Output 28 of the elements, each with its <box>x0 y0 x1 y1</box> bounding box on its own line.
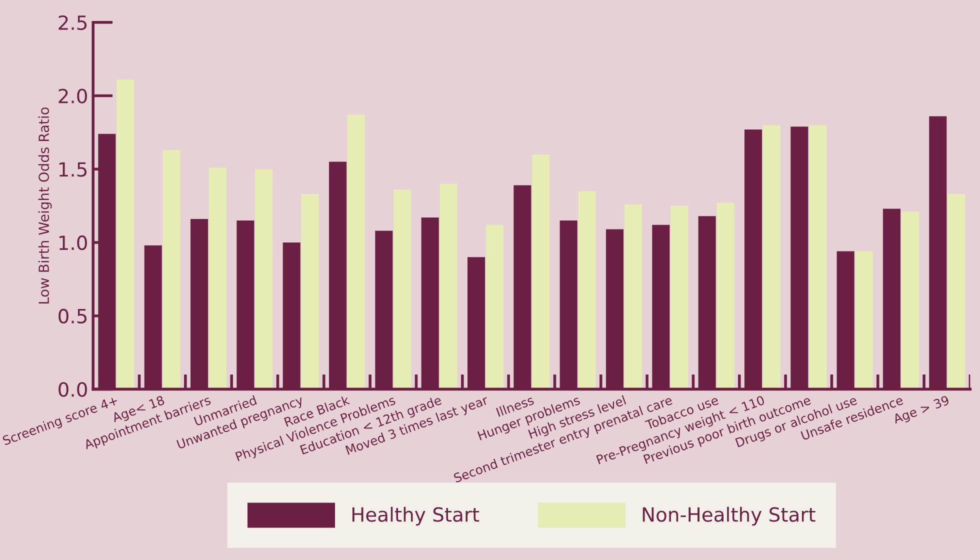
bar <box>532 154 550 390</box>
bar <box>116 80 134 390</box>
bar <box>347 114 365 390</box>
y-tick-label: 1.5 <box>59 162 87 177</box>
bar <box>208 168 227 390</box>
y-tick-label: 2.5 <box>58 15 87 30</box>
bar <box>948 194 966 390</box>
bar <box>624 204 642 390</box>
bar <box>901 212 919 390</box>
y-tick-label: 0.5 <box>58 308 87 324</box>
bar <box>301 194 319 390</box>
bar <box>762 125 780 390</box>
bar <box>162 150 180 390</box>
bar <box>670 206 688 390</box>
bar <box>855 251 873 390</box>
bar <box>809 125 827 390</box>
y-tick-label: 0.0 <box>58 382 87 397</box>
legend-label: Healthy Start <box>352 506 480 526</box>
y-axis-title: Low Birth Weight Odds Ratio <box>38 107 52 304</box>
bar <box>394 190 412 390</box>
bar <box>440 184 458 390</box>
y-tick-label: 1.0 <box>59 235 87 250</box>
legend-label: Non-Healthy Start <box>642 506 816 526</box>
bar <box>578 191 596 390</box>
bar <box>255 169 273 390</box>
bar <box>486 224 504 390</box>
bar <box>716 202 734 390</box>
y-tick-label: 2.0 <box>58 88 87 104</box>
